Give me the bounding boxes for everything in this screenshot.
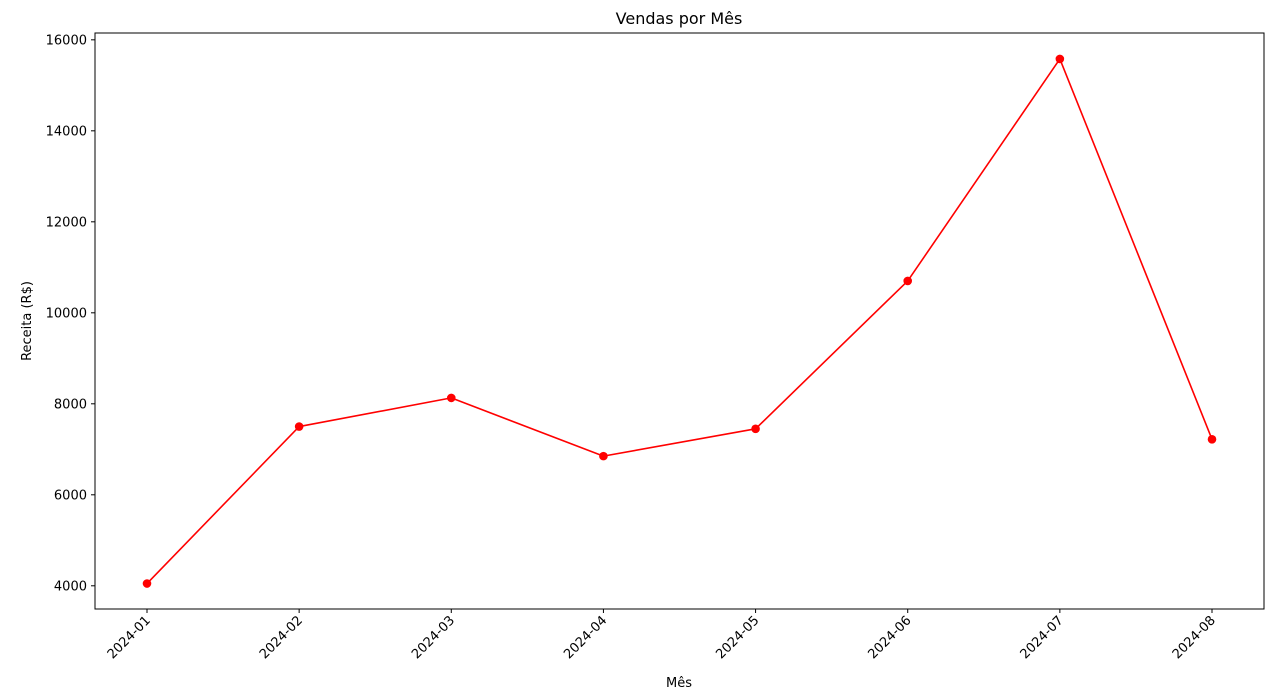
data-point [294,422,304,431]
y-axis: 4000 6000 8000 10000 12000 14000 16000 [46,33,95,594]
y-tick-label: 6000 [54,488,87,503]
data-point [599,451,608,461]
x-axis-label: Mês [666,676,692,691]
series-line [146,58,1213,585]
data-point [446,393,456,403]
y-tick-label: 16000 [46,33,87,48]
data-point [142,579,152,588]
y-tick-label: 8000 [54,397,87,412]
y-tick-label: 10000 [46,306,87,321]
data-point [1055,54,1065,64]
y-tick-label: 12000 [46,215,87,230]
data-point [751,424,760,434]
y-tick-label: 4000 [54,579,87,594]
chart-title: Vendas por Mês [616,9,743,28]
data-point [1207,434,1217,444]
y-tick-label: 14000 [46,124,87,139]
y-axis-label: Receita (R$) [20,281,35,361]
data-point [903,276,913,286]
plot-frame [94,32,1265,610]
series-layer [142,54,1217,588]
